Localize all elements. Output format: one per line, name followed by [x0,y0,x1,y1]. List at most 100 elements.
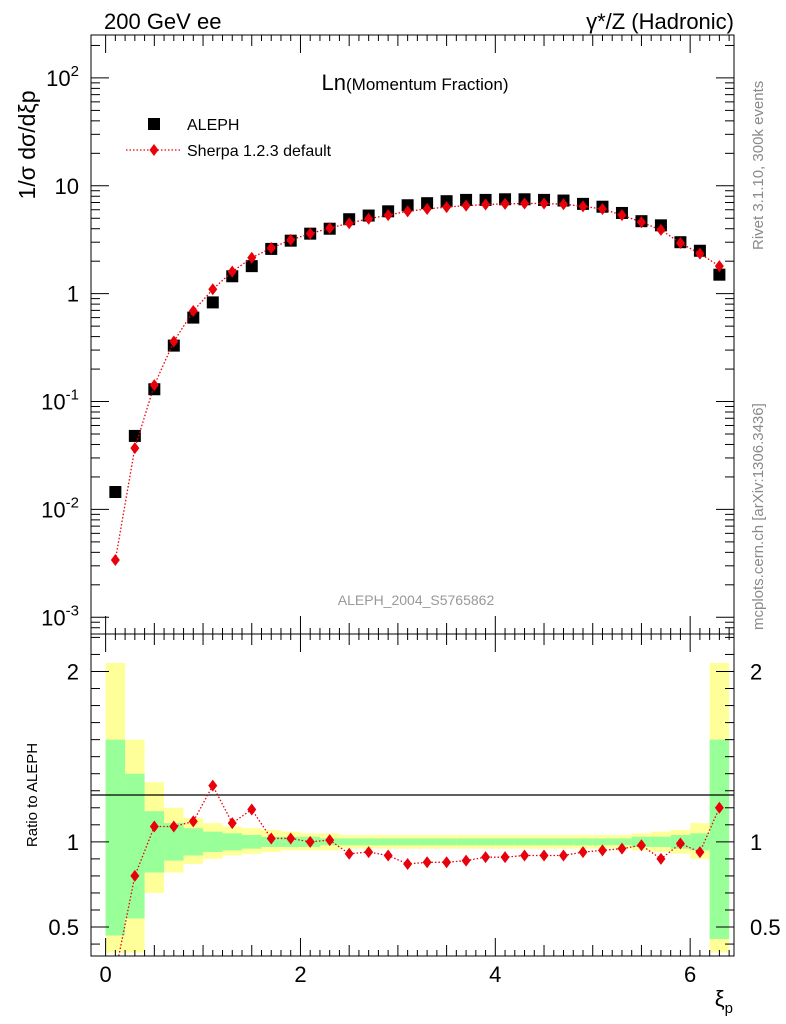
sherpa-data-point [675,236,685,249]
ratio-sherpa-data-point [578,846,588,859]
ratio-band-stat [592,838,613,846]
sherpa-data-point [695,247,705,260]
ratio-band-stat [475,838,496,846]
ratio-sherpa-data-point [344,847,354,860]
x-tick-label: 0 [99,962,111,987]
aleph-data-point [187,311,200,324]
ratio-band-stat [125,773,145,919]
final-state-label: γ*/Z (Hadronic) [586,9,734,34]
process-label: 200 GeV ee [104,9,221,34]
ratio-sherpa-data-point [227,817,237,830]
legend-sherpa-marker [149,144,159,156]
sherpa-data-point [636,216,646,229]
plot-title-main: Ln [322,70,346,95]
ratio-plot-axes: 0.5 0.5 1 1 2 2 0 2 4 6 [48,634,781,987]
sherpa-data-point [442,201,452,214]
ratio-y-tick-label: 2 [67,659,79,684]
ratio-sherpa-data-point [383,849,393,862]
legend-aleph-label: ALEPH [187,117,239,134]
ratio-sherpa-data-point [695,846,705,859]
main-y-tick-base: 10 [41,497,65,522]
sherpa-data-point [714,260,724,273]
ratio-y-tick-label-right: 1 [750,830,762,855]
ratio-band-stat [164,823,184,861]
sherpa-data-point [422,202,432,215]
ratio-band-stat [417,838,437,846]
ratio-uncertainty-bands [105,662,730,953]
aleph-data-point [206,296,219,309]
main-y-tick-label: 102 [46,63,79,91]
ratio-band-stat [358,838,379,846]
sherpa-line [114,202,720,561]
ratio-y-tick-label: 1 [67,830,79,855]
ratio-sherpa-data-point [597,844,607,857]
main-y-tick-base: 10 [41,605,65,630]
ratio-sherpa-data-point [656,852,666,865]
aleph-data-point [109,486,122,499]
legend-aleph-marker [148,118,160,130]
sherpa-data-point [110,553,120,566]
ratio-band-stat [222,833,243,851]
legend-sherpa-label: Sherpa 1.2.3 default [187,143,332,160]
ratio-band-stat [651,836,671,847]
ratio-sherpa-data-point [364,846,374,859]
ratio-sherpa-data-point [305,835,315,848]
ratio-sherpa-data-point [500,851,510,864]
x-tick-label: 6 [684,962,696,987]
ratio-band-stat [456,838,476,846]
ratio-sherpa-data-point [675,837,685,850]
sherpa-data-point [539,197,549,210]
sherpa-data-point [247,251,257,264]
ratio-band-stat [397,838,418,846]
aleph-data-point [245,260,258,273]
legend: ALEPH Sherpa 1.2.3 default [126,117,332,160]
main-y-axis-label: 1/σ dσ/dξp [14,90,40,199]
main-y-tick-label: 10-3 [41,602,79,630]
main-y-tick-label: 10-1 [41,387,79,415]
main-y-tick-base: 10 [46,66,70,91]
ratio-band-stat [105,739,126,936]
ratio-plot-frame [90,633,735,957]
ratio-band-stat [436,838,457,846]
main-y-tick-label: 10-2 [41,494,79,522]
ratio-sherpa-data-point [188,815,198,828]
ratio-band-stat [690,833,710,851]
aleph-data-point [401,199,414,212]
ratio-sherpa-data-point [286,832,296,845]
sherpa-data-point [364,212,374,225]
ratio-sherpa-data-point [461,854,471,867]
sherpa-data-point [617,209,627,222]
ratio-plot-marks [118,779,724,956]
main-y-tick-exponent: 2 [71,63,79,80]
plot-title: Ln(Momentum Fraction) [322,70,509,95]
sherpa-data-point [520,197,530,210]
ratio-sherpa-data-point [130,869,140,882]
sherpa-data-point [403,205,413,218]
sherpa-data-point [559,198,569,211]
ratio-sherpa-data-point [481,851,491,864]
sherpa-data-point [130,442,140,455]
sherpa-data-point [597,202,607,215]
sherpa-data-point [149,379,159,392]
ratio-sherpa-data-point [617,842,627,855]
sherpa-data-point [461,199,471,212]
ratio-sherpa-data-point [266,832,276,845]
ratio-sherpa-line [118,784,720,956]
sherpa-data-point [169,335,179,348]
sherpa-data-point [578,200,588,213]
main-plot-marks [109,193,726,566]
ratio-sherpa-data-point [169,820,179,833]
main-y-tick-exponent: -3 [66,602,79,619]
ratio-sherpa-data-point [714,801,724,814]
main-y-tick-label: 10 [55,174,79,199]
ratio-y-tick-label-right: 0.5 [750,915,781,940]
ratio-y-tick-label: 0.5 [48,915,79,940]
ratio-sherpa-data-point [539,849,549,862]
sherpa-data-point [286,233,296,246]
x-axis-label: ξp [715,986,733,1017]
main-y-tick-label: 1 [67,282,79,307]
sherpa-data-point [500,197,510,210]
sherpa-data-point [344,217,354,230]
